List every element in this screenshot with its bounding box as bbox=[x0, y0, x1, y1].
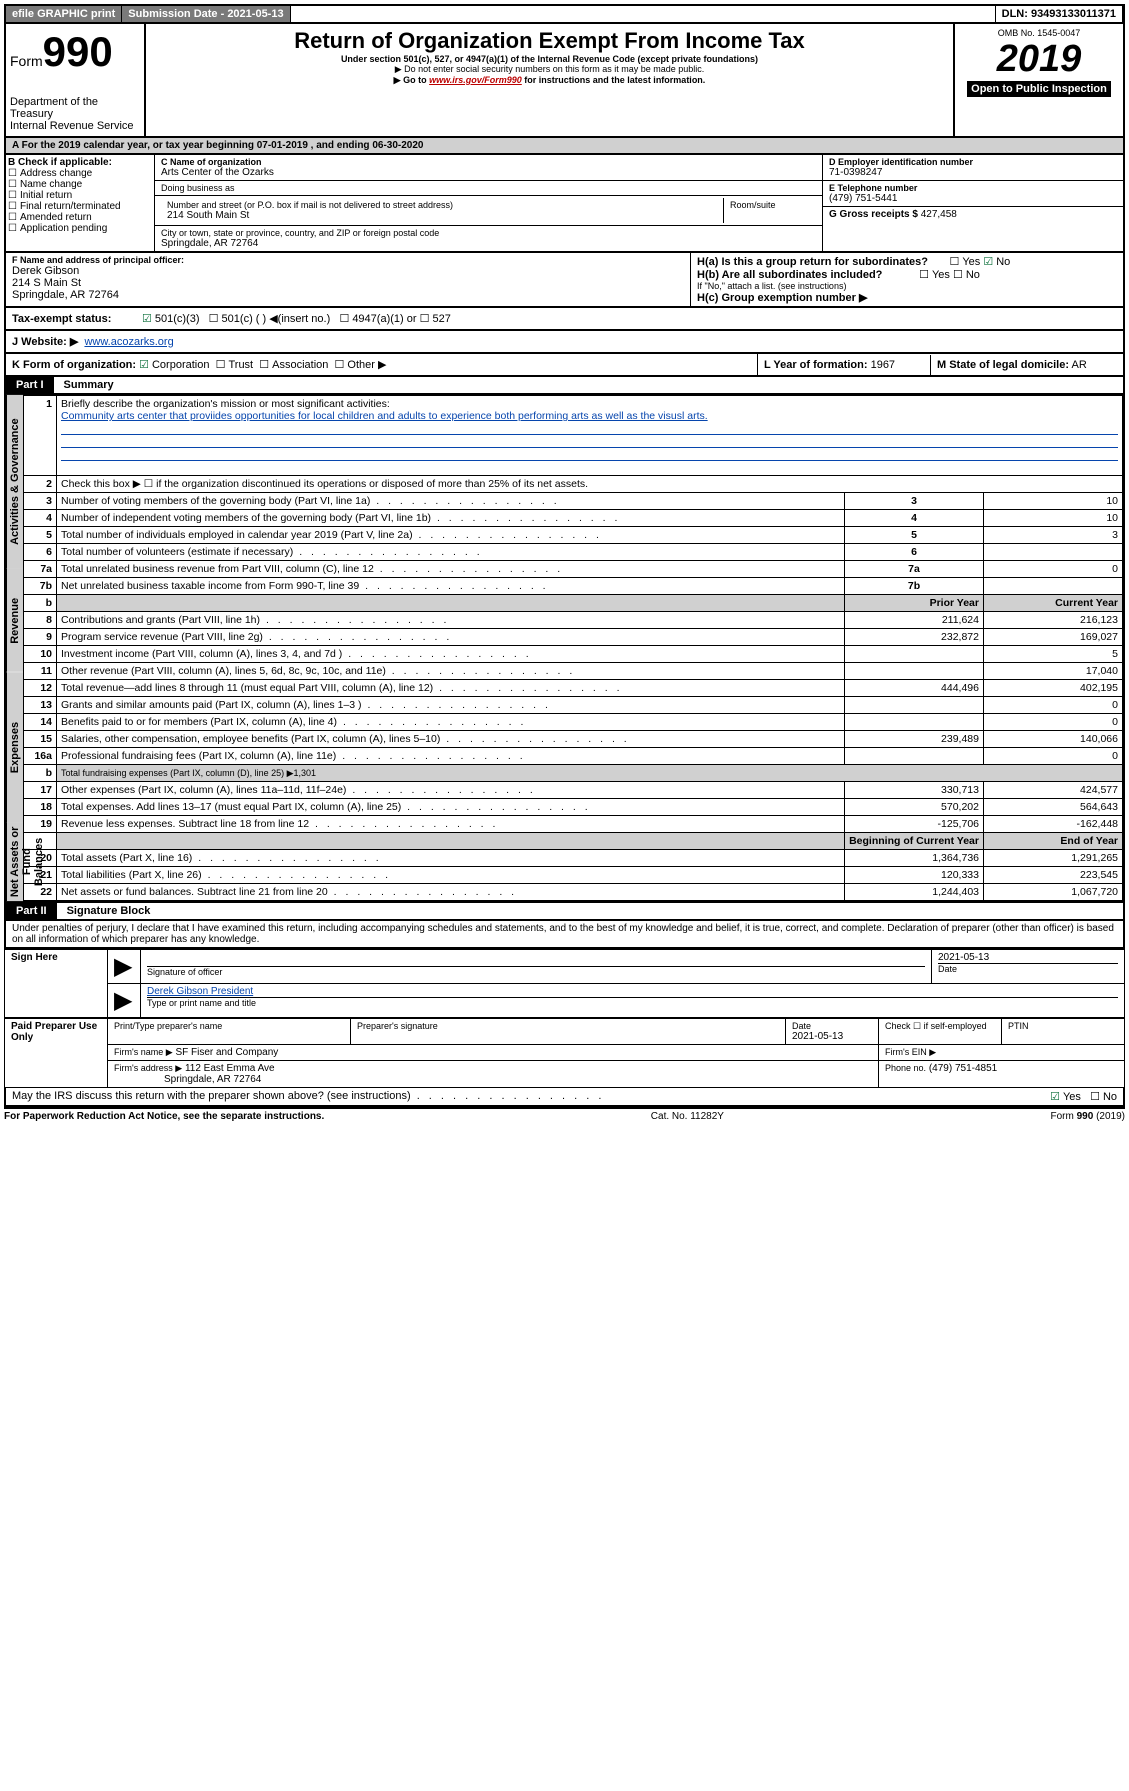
sign-here-block: Sign Here ▶ Signature of officer 2021-05… bbox=[4, 949, 1125, 1018]
subtitle-1: Under section 501(c), 527, or 4947(a)(1)… bbox=[150, 54, 949, 64]
box-d-ein: D Employer identification number 71-0398… bbox=[823, 155, 1123, 181]
table-row: 7aTotal unrelated business revenue from … bbox=[24, 561, 1123, 578]
table-row: 18Total expenses. Add lines 13–17 (must … bbox=[24, 799, 1123, 816]
identity-grid: B Check if applicable: Address change Na… bbox=[4, 155, 1125, 253]
chk-501c3[interactable]: 501(c)(3) bbox=[142, 312, 200, 325]
dln: DLN: 93493133011371 bbox=[996, 6, 1123, 22]
h-a-no[interactable]: No bbox=[983, 256, 1010, 268]
box-h: H(a) Is this a group return for subordin… bbox=[691, 253, 1123, 306]
officer-grid: F Name and address of principal officer:… bbox=[4, 253, 1125, 308]
box-i-status: Tax-exempt status: 501(c)(3) 501(c) ( ) … bbox=[4, 308, 1125, 331]
discuss-yes[interactable]: Yes bbox=[1050, 1091, 1081, 1103]
chk-application-pending[interactable]: Application pending bbox=[8, 223, 152, 234]
vtab-netassets: Net Assets or Fund Balances bbox=[6, 822, 23, 901]
box-c-name: C Name of organization Arts Center of th… bbox=[155, 155, 822, 181]
chk-501c[interactable]: 501(c) ( ) ◀(insert no.) bbox=[209, 312, 331, 325]
chk-527[interactable]: 527 bbox=[420, 312, 451, 325]
chk-address-change[interactable]: Address change bbox=[8, 168, 152, 179]
table-row: bTotal fundraising expenses (Part IX, co… bbox=[24, 765, 1123, 782]
tax-year: 2019 bbox=[959, 38, 1119, 81]
table-row: 14Benefits paid to or for members (Part … bbox=[24, 714, 1123, 731]
vtab-expenses: Expenses bbox=[6, 672, 23, 822]
discuss-no[interactable]: No bbox=[1090, 1091, 1117, 1103]
box-g-receipts: G Gross receipts $ 427,458 bbox=[823, 207, 1123, 222]
table-row: 3Number of voting members of the governi… bbox=[24, 493, 1123, 510]
box-f-officer: F Name and address of principal officer:… bbox=[6, 253, 691, 306]
table-row: 15Salaries, other compensation, employee… bbox=[24, 731, 1123, 748]
submission-date: Submission Date - 2021-05-13 bbox=[122, 6, 290, 22]
box-c-city: City or town, state or province, country… bbox=[155, 226, 822, 251]
paid-preparer-block: Paid Preparer Use Only Print/Type prepar… bbox=[4, 1018, 1125, 1088]
table-row: 5Total number of individuals employed in… bbox=[24, 527, 1123, 544]
chk-corp[interactable]: Corporation bbox=[139, 359, 209, 371]
form-number: Form990 bbox=[10, 28, 140, 76]
chk-assoc[interactable]: Association bbox=[259, 359, 328, 371]
efile-print-button[interactable]: efile GRAPHIC print bbox=[6, 6, 122, 22]
chk-initial-return[interactable]: Initial return bbox=[8, 190, 152, 201]
chk-other[interactable]: Other ▶ bbox=[335, 359, 387, 371]
chk-4947[interactable]: 4947(a)(1) or bbox=[339, 312, 416, 325]
box-c-address: Number and street (or P.O. box if mail i… bbox=[155, 196, 822, 226]
footer: For Paperwork Reduction Act Notice, see … bbox=[4, 1107, 1125, 1122]
part1-header: Part I Summary bbox=[4, 377, 1125, 395]
box-c-dba: Doing business as bbox=[155, 181, 822, 196]
table-row: 20Total assets (Part X, line 16)1,364,73… bbox=[24, 850, 1123, 867]
summary-table: 1 Briefly describe the organization's mi… bbox=[23, 395, 1123, 901]
h-b-yes[interactable]: Yes bbox=[919, 269, 950, 281]
table-row: 7bNet unrelated business taxable income … bbox=[24, 578, 1123, 595]
table-row: 19Revenue less expenses. Subtract line 1… bbox=[24, 816, 1123, 833]
open-inspection-badge: Open to Public Inspection bbox=[967, 81, 1111, 97]
table-row: 6Total number of volunteers (estimate if… bbox=[24, 544, 1123, 561]
subtitle-3: ▶ Go to www.irs.gov/Form990 for instruct… bbox=[150, 75, 949, 86]
row-a-period: A For the 2019 calendar year, or tax yea… bbox=[4, 138, 1125, 155]
table-row: 17Other expenses (Part IX, column (A), l… bbox=[24, 782, 1123, 799]
dept-treasury: Department of the Treasury bbox=[10, 96, 140, 120]
table-row: 12Total revenue—add lines 8 through 11 (… bbox=[24, 680, 1123, 697]
perjury-statement: Under penalties of perjury, I declare th… bbox=[4, 921, 1125, 949]
form-title: Return of Organization Exempt From Incom… bbox=[150, 28, 949, 54]
form-header: Form990 Department of the Treasury Inter… bbox=[4, 24, 1125, 138]
table-row: 16aProfessional fundraising fees (Part I… bbox=[24, 748, 1123, 765]
table-row: 4Number of independent voting members of… bbox=[24, 510, 1123, 527]
table-row: 11Other revenue (Part VIII, column (A), … bbox=[24, 663, 1123, 680]
chk-final-return[interactable]: Final return/terminated bbox=[8, 201, 152, 212]
table-row: 9Program service revenue (Part VIII, lin… bbox=[24, 629, 1123, 646]
table-row: 21Total liabilities (Part X, line 26)120… bbox=[24, 867, 1123, 884]
box-e-phone: E Telephone number (479) 751-5441 bbox=[823, 181, 1123, 207]
omb-no: OMB No. 1545-0047 bbox=[959, 28, 1119, 38]
vtab-revenue: Revenue bbox=[6, 569, 23, 672]
irs-label: Internal Revenue Service bbox=[10, 120, 140, 132]
part2-header: Part II Signature Block bbox=[4, 903, 1125, 921]
table-row: 22Net assets or fund balances. Subtract … bbox=[24, 884, 1123, 901]
box-j-website: J Website: ▶ www.acozarks.org bbox=[4, 331, 1125, 354]
chk-trust[interactable]: Trust bbox=[216, 359, 254, 371]
irs-link[interactable]: www.irs.gov/Form990 bbox=[429, 75, 522, 85]
table-row: 10Investment income (Part VIII, column (… bbox=[24, 646, 1123, 663]
top-bar: efile GRAPHIC print Submission Date - 20… bbox=[4, 4, 1125, 24]
part1-body: Activities & Governance Revenue Expenses… bbox=[4, 395, 1125, 903]
table-row: 13Grants and similar amounts paid (Part … bbox=[24, 697, 1123, 714]
table-row: 8Contributions and grants (Part VIII, li… bbox=[24, 612, 1123, 629]
box-b: B Check if applicable: Address change Na… bbox=[6, 155, 155, 251]
subtitle-2: ▶ Do not enter social security numbers o… bbox=[150, 64, 949, 75]
discuss-row: May the IRS discuss this return with the… bbox=[4, 1088, 1125, 1107]
chk-amended-return[interactable]: Amended return bbox=[8, 212, 152, 223]
officer-name: Derek Gibson President bbox=[147, 986, 253, 997]
chk-name-change[interactable]: Name change bbox=[8, 179, 152, 190]
h-a-yes[interactable]: Yes bbox=[949, 256, 980, 268]
mission-text: Community arts center that proviides opp… bbox=[61, 410, 708, 422]
box-klm: K Form of organization: Corporation Trus… bbox=[4, 354, 1125, 377]
website-link[interactable]: www.acozarks.org bbox=[84, 336, 173, 348]
vtab-activities: Activities & Governance bbox=[6, 395, 23, 569]
h-b-no[interactable]: No bbox=[953, 269, 980, 281]
